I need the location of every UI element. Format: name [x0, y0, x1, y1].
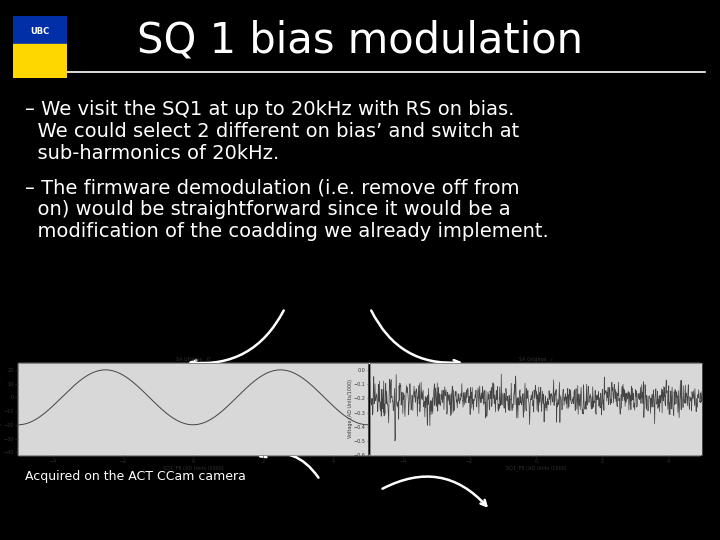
Y-axis label: Voltage (AD Units/1000): Voltage (AD Units/1000) — [348, 380, 353, 438]
Bar — [13, 16, 67, 44]
Y-axis label: Voltage (AD Units/1000): Voltage (AD Units/1000) — [0, 380, 2, 438]
Text: on) would be straightforward since it would be a: on) would be straightforward since it wo… — [25, 200, 510, 219]
Bar — [13, 44, 67, 78]
Title: SA Uframe   0: SA Uframe 0 — [176, 357, 210, 362]
Text: modification of the coadding we already implement.: modification of the coadding we already … — [25, 222, 549, 241]
Text: UBC: UBC — [30, 26, 50, 36]
Text: SQ 1 bias modulation: SQ 1 bias modulation — [137, 19, 583, 61]
Text: sub-harmonics of 20kHz.: sub-harmonics of 20kHz. — [25, 144, 279, 163]
Text: We could select 2 different on bias’ and switch at: We could select 2 different on bias’ and… — [25, 122, 519, 141]
Bar — [18, 363, 700, 455]
X-axis label: SQ1_FB (AD Units /1000): SQ1_FB (AD Units /1000) — [505, 465, 567, 471]
X-axis label: SQ1_FB (AD Units /1000): SQ1_FB (AD Units /1000) — [163, 465, 223, 471]
Title: SA Original   /: SA Original / — [519, 357, 553, 362]
Text: – We visit the SQ1 at up to 20kHz with RS on bias.: – We visit the SQ1 at up to 20kHz with R… — [25, 100, 514, 119]
Text: Acquired on the ACT CCam camera: Acquired on the ACT CCam camera — [25, 470, 246, 483]
Text: – The firmware demodulation (i.e. remove off from: – The firmware demodulation (i.e. remove… — [25, 178, 520, 197]
